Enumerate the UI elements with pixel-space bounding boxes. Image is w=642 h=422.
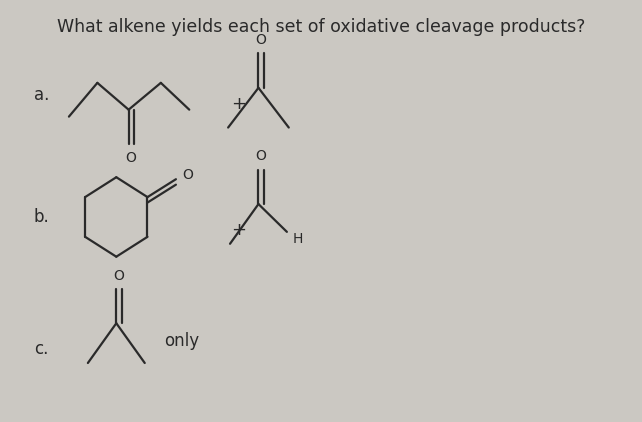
Text: H: H: [293, 232, 304, 246]
Text: O: O: [256, 33, 266, 47]
Text: O: O: [182, 168, 193, 182]
Text: +: +: [231, 95, 247, 113]
Text: a.: a.: [34, 86, 49, 104]
Text: O: O: [126, 151, 137, 165]
Text: O: O: [256, 149, 266, 163]
Text: c.: c.: [34, 340, 48, 358]
Text: O: O: [114, 268, 125, 283]
Text: b.: b.: [34, 208, 49, 226]
Text: What alkene yields each set of oxidative cleavage products?: What alkene yields each set of oxidative…: [56, 18, 586, 36]
Text: only: only: [164, 332, 199, 350]
Text: +: +: [231, 221, 247, 239]
